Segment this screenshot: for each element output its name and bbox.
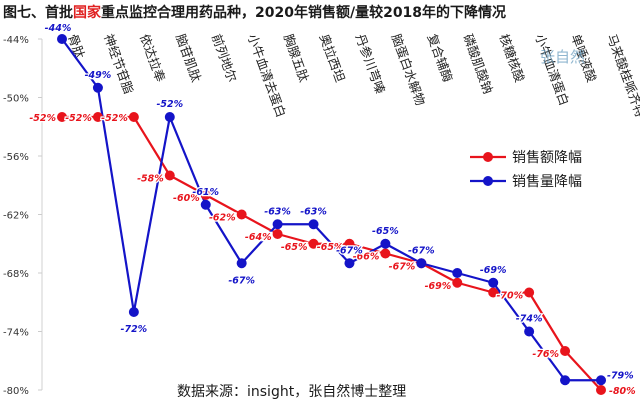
- data-point: [236, 258, 247, 269]
- legend-marker: [483, 176, 493, 186]
- data-label: -80%: [609, 386, 636, 397]
- y-tick-label: -80%: [3, 386, 29, 397]
- data-label: -69%: [425, 281, 452, 292]
- data-label: -65%: [281, 242, 308, 253]
- data-point: [380, 238, 391, 249]
- data-point: [452, 268, 463, 278]
- data-label: -70%: [496, 291, 523, 302]
- category-label: 小牛血清蛋白: [532, 32, 572, 108]
- data-point: [128, 307, 139, 317]
- data-point: [92, 112, 103, 122]
- data-point: [272, 229, 283, 239]
- data-label: -67%: [408, 245, 435, 256]
- data-point: [524, 326, 535, 337]
- y-tick-label: -74%: [3, 328, 29, 339]
- data-label: -49%: [85, 70, 112, 81]
- data-label: -52%: [29, 113, 56, 124]
- series-layer: [57, 34, 606, 395]
- data-label: -64%: [245, 232, 272, 243]
- data-label: -67%: [336, 245, 363, 256]
- data-point: [200, 190, 211, 200]
- data-label: -66%: [353, 252, 380, 263]
- category-label: 胸腺五肽: [281, 32, 312, 85]
- data-point: [236, 209, 247, 220]
- data-point: [416, 258, 427, 269]
- title-part-after: 重点监控合理用药品种，2020年销售额/量较2018年的下降情况: [101, 4, 506, 21]
- category-label: 神经节苷脂: [101, 32, 136, 96]
- data-label: -63%: [264, 206, 291, 217]
- watermark: 张自然: [540, 48, 585, 66]
- title-part-before: 图七、首批: [3, 4, 73, 21]
- data-point: [596, 375, 606, 386]
- data-point: [200, 199, 211, 210]
- data-label: -62%: [209, 213, 236, 224]
- data-point: [308, 219, 319, 230]
- data-point: [272, 219, 283, 230]
- data-labels-layer: -52% -52% -52% -58% -60% -62% -64% -65% -65% -66%…: [28, 22, 637, 399]
- data-label: -63%: [300, 206, 327, 217]
- y-tick-label: -50%: [3, 94, 29, 105]
- data-label: -67%: [389, 261, 416, 272]
- category-label: 前列地尔: [209, 32, 240, 84]
- data-point: [452, 277, 463, 288]
- data-point: [488, 277, 499, 288]
- y-tick-label: -56%: [3, 152, 29, 163]
- data-point: [344, 258, 355, 269]
- data-label: -72%: [121, 324, 148, 335]
- y-tick-label: -62%: [3, 211, 29, 222]
- data-label: -60%: [173, 193, 200, 204]
- category-label: 脑蛋白水解物: [389, 32, 429, 108]
- category-label: 小牛血清去蛋白: [245, 32, 289, 119]
- y-tick-label: -68%: [3, 269, 29, 280]
- data-point: [164, 170, 175, 181]
- series-line: [61, 38, 601, 382]
- data-point: [560, 346, 571, 356]
- source-note: 数据来源：insight，张自然博士整理: [177, 383, 406, 400]
- data-label: -69%: [480, 265, 507, 276]
- data-label: -52%: [101, 113, 128, 124]
- data-point: [524, 287, 535, 298]
- data-point: [308, 238, 319, 249]
- category-label: 依达拉奉: [137, 32, 168, 85]
- category-label: 奥拉西坦: [317, 32, 348, 84]
- category-label: 磷酸肌酸钠: [460, 32, 495, 96]
- data-label: -44%: [45, 23, 72, 34]
- data-point: [57, 112, 67, 122]
- data-point: [57, 34, 67, 44]
- data-point: [488, 287, 499, 298]
- y-axis-ticks: -44% -50% -56% -62% -68% -74% -80%: [3, 35, 42, 397]
- data-point: [128, 112, 139, 122]
- category-label: 脑苷肌肽: [173, 32, 204, 85]
- data-point: [596, 385, 606, 395]
- data-label: -67%: [228, 275, 255, 286]
- legend-label: 销售额降幅: [512, 150, 582, 166]
- data-label: -74%: [516, 314, 543, 325]
- data-point: [164, 112, 175, 122]
- category-label: 马来酸桂哌齐特: [604, 32, 640, 119]
- legend-marker: [483, 152, 493, 162]
- data-label: -52%: [156, 99, 183, 110]
- y-tick-label: -44%: [3, 35, 29, 46]
- title-highlight: 国家: [73, 4, 102, 21]
- data-point: [92, 82, 103, 93]
- data-label: -79%: [607, 370, 634, 381]
- category-labels: 骨肽 神经节苷脂 依达拉奉 脑苷肌肽 前列地尔 小牛血清去蛋白胸腺五肽 奥拉西坦 丹参川芎嗪脑…: [65, 32, 640, 119]
- data-label: -76%: [532, 349, 559, 360]
- category-label: 丹参川芎嗪: [353, 32, 389, 96]
- data-label: -52%: [65, 113, 92, 124]
- data-label: -65%: [317, 242, 344, 253]
- data-label: -61%: [192, 187, 219, 198]
- data-label: -65%: [372, 226, 399, 237]
- data-point: [344, 238, 355, 249]
- data-label: -58%: [137, 174, 164, 185]
- category-label: 核糖核酸: [496, 32, 527, 85]
- data-point: [560, 375, 571, 386]
- chart-title: 图七、首批国家重点监控合理用药品种，2020年销售额/量较2018年的下降情况: [3, 4, 506, 21]
- data-point: [380, 248, 391, 259]
- category-label: 复合辅酶: [425, 32, 456, 84]
- legend-label: 销售量降幅: [512, 174, 582, 190]
